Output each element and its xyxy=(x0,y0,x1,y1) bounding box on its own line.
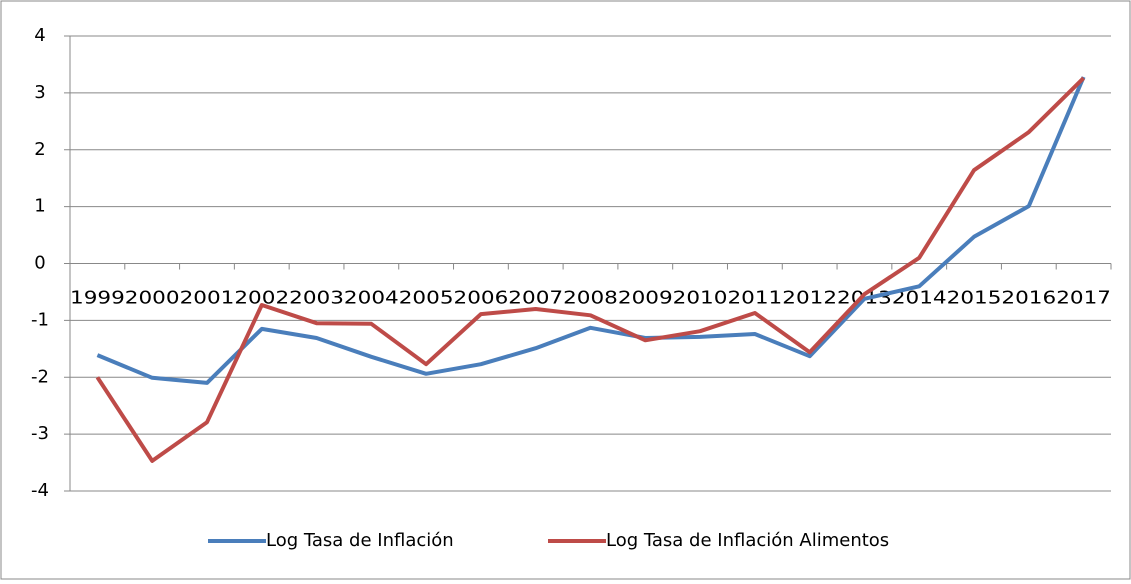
x-tick-label: 2017 xyxy=(1056,288,1111,309)
x-tick-label: 2002 xyxy=(234,288,289,309)
x-tick-label: 2004 xyxy=(344,288,399,309)
y-tick-label: 4 xyxy=(34,25,45,46)
y-tick-label: 0 xyxy=(34,253,45,274)
y-tick-label: -4 xyxy=(31,480,49,501)
x-tick-label: 1999 xyxy=(70,288,125,309)
x-tick-label: 2010 xyxy=(673,288,728,309)
x-tick-label: 2000 xyxy=(125,288,180,309)
y-tick-label: 3 xyxy=(34,82,45,103)
series-line xyxy=(95,76,1086,463)
x-tick-label: 2003 xyxy=(289,288,344,309)
y-tick-label: -1 xyxy=(31,309,49,330)
x-tick-label: 2008 xyxy=(563,288,618,309)
x-tick-label: 2011 xyxy=(727,288,782,309)
legend-label: Log Tasa de Inflación xyxy=(266,530,454,551)
x-tick-label: 2005 xyxy=(399,288,454,309)
y-tick-label: 2 xyxy=(34,139,45,160)
y-tick-label: -3 xyxy=(31,423,49,444)
y-tick-label: 1 xyxy=(34,196,45,217)
series-line xyxy=(96,76,1086,385)
x-tick-label: 2007 xyxy=(508,288,563,309)
x-tick-label: 2015 xyxy=(947,288,1002,309)
x-tick-label: 2009 xyxy=(618,288,673,309)
legend-label: Log Tasa de Inflación Alimentos xyxy=(606,530,889,551)
x-tick-label: 2016 xyxy=(1001,288,1056,309)
x-tick-label: 2012 xyxy=(782,288,837,309)
y-tick-label: -2 xyxy=(31,366,49,387)
x-tick-label: 2006 xyxy=(454,288,509,309)
x-tick-label: 2001 xyxy=(180,288,235,309)
x-tick-label: 2014 xyxy=(892,288,947,309)
